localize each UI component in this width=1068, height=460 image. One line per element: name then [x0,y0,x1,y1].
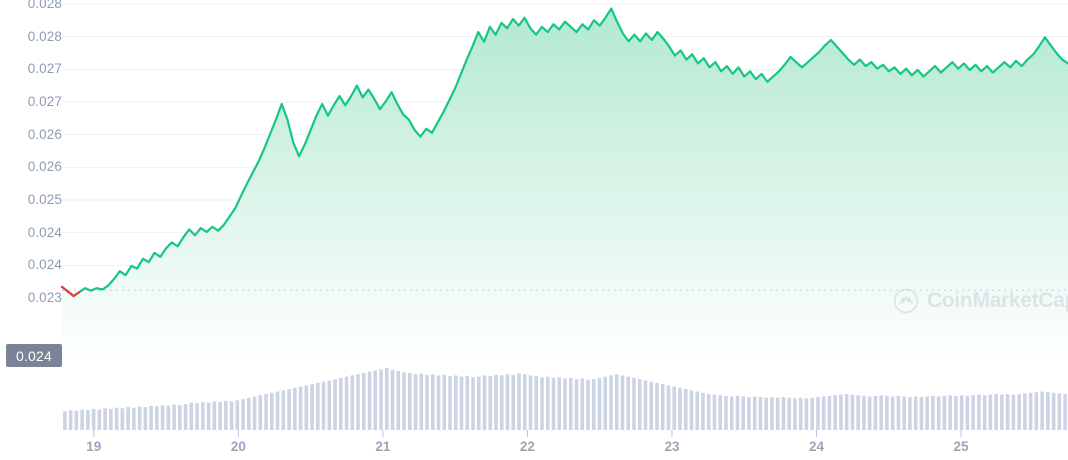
x-axis-ticks [93,430,962,437]
current-price-value: 0.024 [15,347,53,364]
price-area-fill [62,8,1068,362]
current-price-badge[interactable]: 0.024 [6,344,62,367]
price-line-down-segment [60,285,81,298]
price-line [60,7,1068,298]
volume-bars [63,368,1067,430]
